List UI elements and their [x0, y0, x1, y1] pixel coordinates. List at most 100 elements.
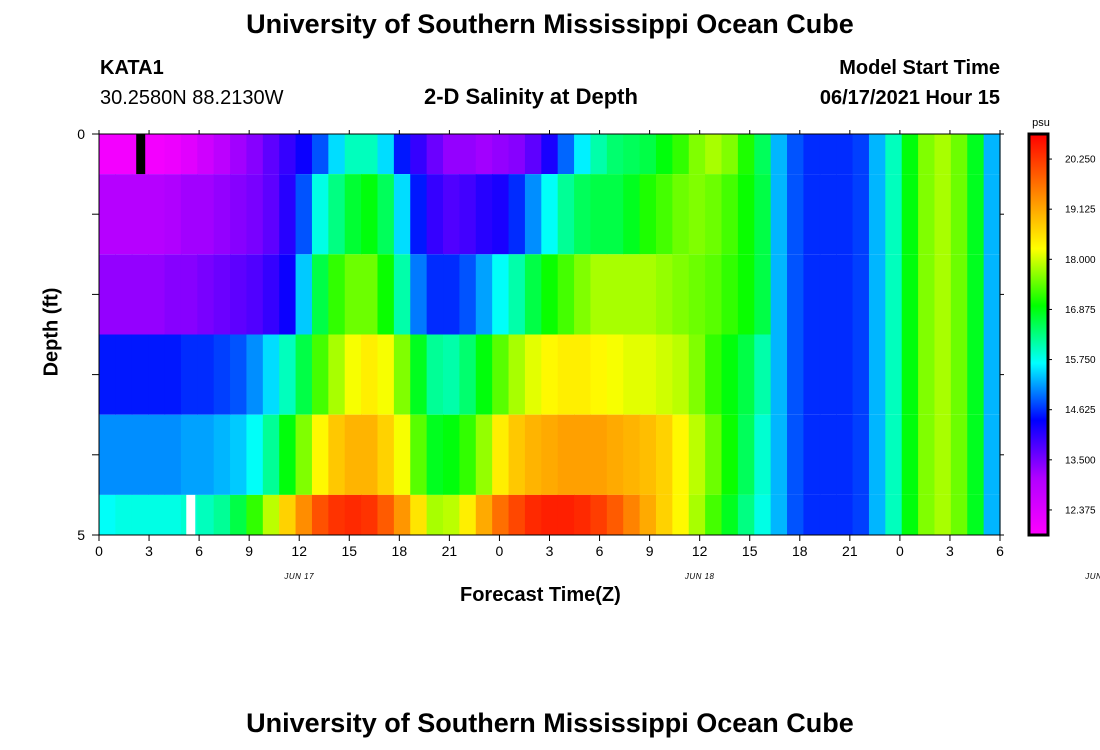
- heatmap-cell: [295, 254, 313, 335]
- page-title-top: University of Southern Mississippi Ocean…: [246, 9, 854, 39]
- heatmap-cell: [737, 414, 755, 495]
- heatmap-cell: [885, 414, 903, 495]
- heatmap-cell: [524, 334, 542, 415]
- colorbar-tick-label: 12.375: [1065, 505, 1096, 516]
- x-tick-label: 21: [442, 543, 458, 559]
- heatmap-cell: [492, 494, 510, 535]
- heatmap-cell: [115, 174, 133, 255]
- heatmap-cell: [770, 254, 788, 335]
- colorbar-unit-label: psu: [1032, 117, 1050, 129]
- heatmap-cell: [295, 494, 313, 535]
- heatmap-cell: [803, 334, 821, 415]
- heatmap-cell: [492, 254, 510, 335]
- heatmap-cell: [803, 174, 821, 255]
- heatmap-cell: [197, 174, 215, 255]
- heatmap-cell: [541, 414, 559, 495]
- heatmap-cell: [295, 334, 313, 415]
- heatmap-cell: [655, 494, 673, 535]
- heatmap-cell: [574, 174, 592, 255]
- x-tick-label: 9: [245, 543, 253, 559]
- heatmap-cell: [508, 134, 526, 175]
- heatmap-cell: [393, 414, 411, 495]
- heatmap-cell: [836, 414, 854, 495]
- heatmap-cell: [672, 134, 690, 175]
- heatmap-cell: [459, 494, 477, 535]
- heatmap-cell: [574, 254, 592, 335]
- heatmap-cell: [541, 174, 559, 255]
- heatmap-cell: [377, 494, 395, 535]
- heatmap-cell: [983, 334, 1001, 415]
- heatmap-cell: [803, 254, 821, 335]
- heatmap-cell: [770, 334, 788, 415]
- heatmap-cell: [901, 494, 919, 535]
- heatmap-cell: [967, 254, 985, 335]
- heatmap-cell: [737, 254, 755, 335]
- heatmap-cell: [836, 494, 854, 535]
- heatmap-cell: [459, 334, 477, 415]
- x-tick-label: 0: [496, 543, 504, 559]
- heatmap-cell: [623, 134, 641, 175]
- heatmap-cell: [721, 334, 739, 415]
- x-tick-label: 12: [291, 543, 307, 559]
- heatmap-cell: [246, 414, 264, 495]
- heatmap-cell: [213, 334, 231, 415]
- x-tick-label: 15: [742, 543, 758, 559]
- heatmap-cell: [99, 334, 116, 415]
- chart-title: 2-D Salinity at Depth: [424, 84, 638, 109]
- heatmap-cell: [623, 254, 641, 335]
- colorbar-tick-label: 16.875: [1065, 305, 1096, 316]
- heatmap-cell: [901, 134, 919, 175]
- heatmap-cell: [655, 414, 673, 495]
- x-tick-label: 15: [341, 543, 357, 559]
- heatmap-cell: [655, 174, 673, 255]
- heatmap-cell: [361, 174, 379, 255]
- heatmap-cell: [230, 414, 248, 495]
- x-date-label: JUN 19: [1084, 572, 1100, 581]
- heatmap-cell: [574, 494, 592, 535]
- heatmap-cell: [410, 494, 428, 535]
- heatmap-cell: [115, 254, 133, 335]
- heatmap-cell: [197, 494, 215, 535]
- heatmap-cell: [590, 334, 608, 415]
- heatmap-cell: [639, 414, 657, 495]
- heatmap-cell: [426, 174, 444, 255]
- heatmap-cell: [770, 134, 788, 175]
- heatmap-cell: [426, 494, 444, 535]
- heatmap-cell: [901, 174, 919, 255]
- heatmap-cell: [688, 414, 706, 495]
- heatmap-cell: [344, 494, 362, 535]
- heatmap-cell: [524, 494, 542, 535]
- heatmap-cell: [99, 134, 116, 175]
- heatmap-cell: [918, 334, 936, 415]
- heatmap-cell: [918, 414, 936, 495]
- heatmap-cell: [623, 334, 641, 415]
- heatmap-cell: [213, 134, 231, 175]
- heatmap-cell: [508, 334, 526, 415]
- heatmap-cell: [737, 174, 755, 255]
- heatmap-cell: [328, 174, 346, 255]
- heatmap-cell: [950, 174, 968, 255]
- heatmap-cell: [819, 414, 837, 495]
- heatmap-cell: [590, 494, 608, 535]
- heatmap-cell: [230, 174, 248, 255]
- heatmap-cell: [852, 134, 870, 175]
- x-tick-label: 3: [145, 543, 153, 559]
- heatmap-cell: [901, 334, 919, 415]
- heatmap-cell: [410, 134, 428, 175]
- heatmap-cell: [623, 174, 641, 255]
- heatmap-cell: [393, 494, 411, 535]
- heatmap-cell: [885, 334, 903, 415]
- heatmap-cell: [574, 414, 592, 495]
- heatmap-cell: [131, 174, 149, 255]
- heatmap-cell: [328, 414, 346, 495]
- heatmap-cell: [787, 254, 805, 335]
- heatmap-cell: [672, 254, 690, 335]
- heatmap-cell: [721, 414, 739, 495]
- y-axis: 05: [77, 126, 1004, 543]
- heatmap-cell: [705, 134, 723, 175]
- heatmap-cell: [705, 254, 723, 335]
- heatmap-cell: [180, 174, 198, 255]
- heatmap-cell: [197, 254, 215, 335]
- heatmap-cell: [328, 134, 346, 175]
- heatmap-cell: [443, 134, 460, 175]
